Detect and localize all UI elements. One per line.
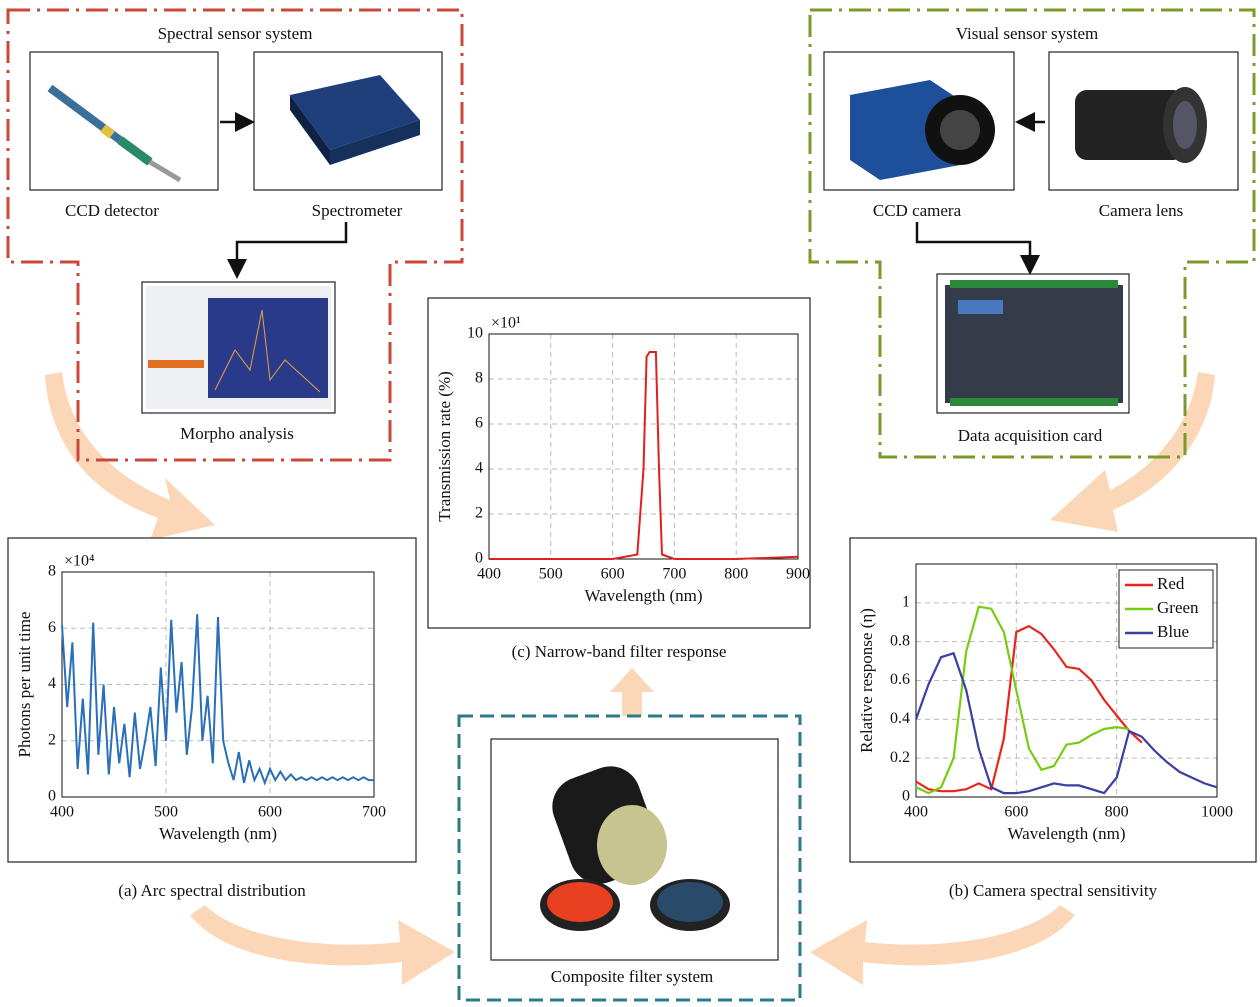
x-tick-label: 400: [50, 804, 74, 821]
component-label: Morpho analysis: [180, 424, 294, 443]
x-axis-label: Wavelength (nm): [159, 824, 277, 843]
component-label: CCD camera: [873, 201, 962, 220]
software-screenshot: [146, 286, 331, 409]
y-tick-label: 0: [475, 550, 483, 567]
x-tick-label: 400: [904, 804, 928, 821]
x-tick-label: 500: [154, 804, 178, 821]
y-tick-label: 2: [48, 731, 56, 748]
y-tick-label: 0: [48, 788, 56, 805]
y-tick-label: 6: [48, 619, 56, 636]
page: {"spectral_system": {"title": "Spectral …: [0, 0, 1260, 1007]
y-tick-label: 8: [48, 563, 56, 580]
y-tick-label: 0.8: [890, 632, 910, 649]
y-tick-label: 0: [902, 788, 910, 805]
y-tick-label: 8: [475, 370, 483, 387]
legend-label: Green: [1157, 598, 1199, 617]
x-tick-label: 700: [662, 566, 686, 583]
component-label: Spectrometer: [312, 201, 403, 220]
y-tick-label: 10: [467, 325, 483, 342]
x-axis-label: Wavelength (nm): [1007, 824, 1125, 843]
component-label: CCD detector: [65, 201, 159, 220]
axis-multiplier: ×10⁴: [64, 553, 95, 570]
y-tick-label: 0.4: [890, 710, 910, 727]
y-axis-label: Relative response (η): [857, 608, 876, 753]
camera-lens-photo: [1075, 87, 1207, 163]
y-tick-label: 0.2: [890, 749, 910, 766]
component-label: Data acquisition card: [958, 426, 1103, 445]
x-tick-label: 600: [1004, 804, 1028, 821]
arrow: [237, 222, 346, 274]
x-tick-label: 600: [601, 566, 625, 583]
figure: Spectral sensor system CCD detector Spec…: [0, 0, 1260, 1007]
y-axis-label: Transmission rate (%): [435, 371, 454, 521]
system-title: Spectral sensor system: [158, 24, 313, 43]
y-tick-label: 2: [475, 505, 483, 522]
image-frame: [30, 52, 218, 190]
x-tick-label: 900: [786, 566, 810, 583]
chart-caption: (a) Arc spectral distribution: [118, 881, 306, 900]
x-tick-label: 600: [258, 804, 282, 821]
x-tick-label: 1000: [1201, 804, 1233, 821]
y-tick-label: 4: [475, 460, 483, 477]
chart-caption: (c) Narrow-band filter response: [512, 642, 727, 661]
component-label: Camera lens: [1099, 201, 1184, 220]
x-tick-label: 700: [362, 804, 386, 821]
y-axis-label: Photons per unit time: [15, 612, 34, 758]
x-tick-label: 500: [539, 566, 563, 583]
daq-card-photo: [945, 280, 1123, 406]
x-tick-label: 800: [1105, 804, 1129, 821]
arrow: [917, 222, 1030, 270]
y-tick-label: 4: [48, 675, 56, 692]
x-axis-label: Wavelength (nm): [584, 586, 702, 605]
x-tick-label: 400: [477, 566, 501, 583]
chart-caption: (b) Camera spectral sensitivity: [949, 881, 1158, 900]
y-tick-label: 6: [475, 415, 483, 432]
axis-multiplier: ×10¹: [491, 315, 521, 332]
y-tick-label: 1: [902, 594, 910, 611]
x-tick-label: 800: [724, 566, 748, 583]
system-title: Visual sensor system: [956, 24, 1099, 43]
y-tick-label: 0.6: [890, 671, 910, 688]
legend-label: Blue: [1157, 622, 1189, 641]
legend-label: Red: [1157, 574, 1185, 593]
component-label: Composite filter system: [551, 967, 713, 986]
